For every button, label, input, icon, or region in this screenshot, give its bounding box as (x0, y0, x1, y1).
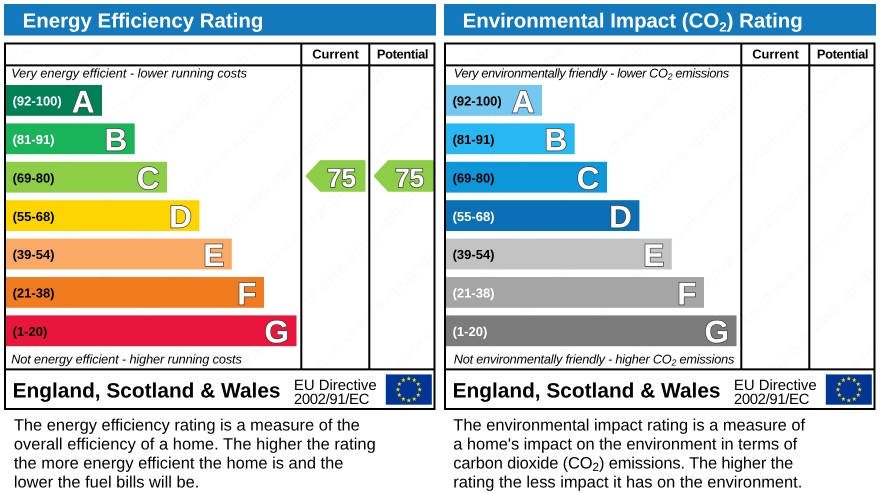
svg-text:E: E (203, 237, 224, 273)
svg-text:Not energy efficient - higher: Not energy efficient - higher running co… (11, 353, 242, 367)
svg-text:(1-20): (1-20) (453, 324, 488, 339)
svg-text:lower the fuel bills will be.: lower the fuel bills will be. (14, 474, 199, 492)
svg-text:75: 75 (327, 163, 356, 193)
svg-text:(81-91): (81-91) (453, 132, 495, 147)
svg-text:E: E (643, 237, 664, 273)
svg-text:The environmental impact ratin: The environmental impact rating is a mea… (453, 416, 805, 434)
svg-text:(1-20): (1-20) (13, 324, 48, 339)
svg-text:F: F (237, 275, 256, 311)
svg-text:(55-68): (55-68) (453, 209, 495, 224)
svg-text:Current: Current (312, 47, 359, 62)
svg-text:Potential: Potential (817, 47, 868, 62)
svg-text:(69-80): (69-80) (13, 170, 55, 185)
svg-text:(39-54): (39-54) (453, 247, 495, 262)
svg-text:B: B (544, 122, 567, 158)
svg-text:The energy efficiency rating i: The energy efficiency rating is a measur… (14, 416, 360, 434)
svg-text:(21-38): (21-38) (13, 286, 55, 301)
svg-text:(81-91): (81-91) (13, 132, 55, 147)
svg-text:C: C (577, 160, 600, 196)
svg-text:carbon dioxide (CO2) emissions: carbon dioxide (CO2) emissions. The high… (453, 455, 793, 475)
svg-text:EU Directive: EU Directive (294, 378, 377, 394)
svg-text:overall efficiency of a home.: overall efficiency of a home. The higher… (14, 436, 376, 454)
svg-text:EU Directive: EU Directive (734, 378, 817, 394)
svg-text:C: C (137, 160, 160, 196)
svg-text:Very environmentally friendly: Very environmentally friendly - lower CO… (454, 66, 730, 81)
svg-text:Very energy efficient - lower: Very energy efficient - lower running co… (11, 66, 247, 80)
svg-text:England, Scotland & Wales: England, Scotland & Wales (453, 379, 721, 402)
svg-text:(21-38): (21-38) (453, 286, 495, 301)
svg-text:(92-100): (92-100) (13, 94, 62, 109)
svg-text:(69-80): (69-80) (453, 170, 495, 185)
svg-text:Environmental Impact (CO2) Rat: Environmental Impact (CO2) Rating (463, 9, 803, 34)
svg-text:(55-68): (55-68) (13, 209, 55, 224)
svg-text:(39-54): (39-54) (13, 247, 55, 262)
svg-text:A: A (512, 83, 535, 119)
svg-text:the more energy efficient the: the more energy efficient the home is an… (14, 455, 344, 473)
svg-text:G: G (264, 314, 289, 350)
svg-text:F: F (677, 275, 696, 311)
svg-text:B: B (104, 122, 127, 158)
svg-text:D: D (169, 199, 192, 235)
svg-text:2002/91/EC: 2002/91/EC (294, 392, 370, 408)
svg-text:D: D (609, 199, 632, 235)
svg-text:Potential: Potential (377, 47, 428, 62)
svg-text:England, Scotland & Wales: England, Scotland & Wales (13, 379, 281, 402)
svg-text:A: A (72, 83, 95, 119)
svg-text:75: 75 (395, 163, 424, 193)
svg-text:G: G (704, 314, 729, 350)
svg-text:Energy Efficiency Rating: Energy Efficiency Rating (23, 9, 264, 32)
svg-text:2002/91/EC: 2002/91/EC (734, 392, 810, 408)
svg-text:a home's impact on the environ: a home's impact on the environment in te… (453, 436, 797, 454)
svg-text:Current: Current (752, 47, 799, 62)
svg-text:Not environmentally friendly -: Not environmentally friendly - higher CO… (454, 353, 735, 368)
svg-text:(92-100): (92-100) (453, 94, 502, 109)
svg-text:rating the less impact it has: rating the less impact it has on the env… (453, 474, 802, 492)
